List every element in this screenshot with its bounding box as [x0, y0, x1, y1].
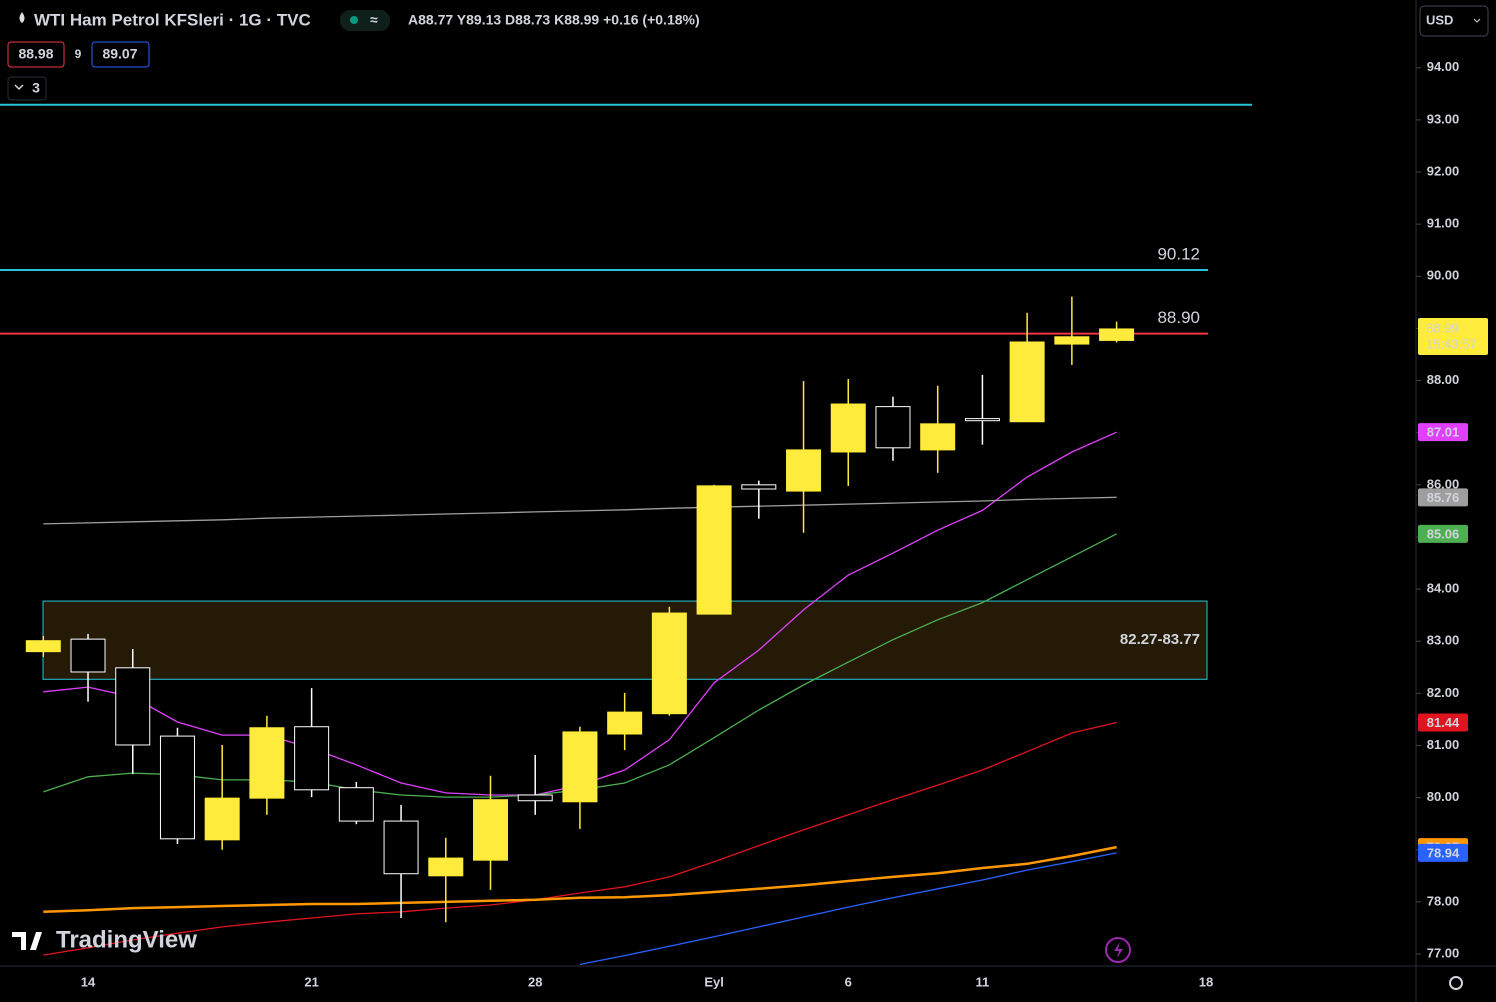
candle-body	[1054, 336, 1090, 345]
sell-button[interactable]	[7, 41, 65, 68]
indicator-line	[43, 721, 1117, 956]
candle-body	[1099, 328, 1135, 341]
plot-layer: 82.27-83.77 90.12 88.90	[0, 67, 1421, 966]
y-tick-label: 84.00	[1427, 581, 1460, 596]
candle-body	[920, 423, 956, 451]
candle-body	[383, 820, 419, 875]
price-badge	[1418, 843, 1468, 862]
candle-body	[830, 403, 866, 453]
y-tick-label: 88.00	[1427, 372, 1460, 387]
candle-body	[1009, 341, 1045, 423]
candle-body	[473, 799, 508, 861]
y-tick-label: 86.00	[1427, 476, 1460, 491]
y-tick-label: 78.00	[1427, 893, 1460, 908]
price-badge-label: 81.44	[1427, 715, 1460, 730]
x-tick-label: 21	[304, 974, 318, 989]
candle-body	[294, 726, 330, 791]
candle-body	[696, 485, 732, 615]
y-tick-label: 90.00	[1427, 268, 1460, 283]
y-tick-label: 92.00	[1427, 163, 1460, 178]
indicator-line	[43, 496, 1117, 525]
zone-label: 82.27-83.77	[1120, 631, 1200, 648]
price-badge-label: 78.94	[1427, 845, 1460, 860]
indicator-line	[579, 852, 1117, 966]
candle-body	[741, 484, 777, 490]
currency: USD	[1426, 12, 1453, 27]
indicators-count: 3	[32, 80, 40, 96]
y-tick-label: 94.00	[1427, 59, 1460, 74]
chevron	[1473, 18, 1481, 23]
ohlc-legend: A88.77 Y89.13 D88.73 K88.99 +0.16 (+0.18…	[408, 12, 700, 28]
y-tick-label: 93.00	[1427, 111, 1460, 126]
indicator-line	[43, 845, 1117, 914]
status-dot	[350, 16, 358, 24]
candle-body	[786, 449, 822, 492]
candle-body	[875, 406, 911, 449]
candle-body	[517, 794, 553, 802]
price-badge-label: 87.01	[1427, 425, 1460, 440]
price-badge	[1418, 423, 1468, 442]
status-pill[interactable]	[340, 10, 390, 31]
buy-price: 89.07	[102, 46, 137, 62]
candle-body	[964, 418, 1000, 422]
buy-button[interactable]	[91, 41, 150, 68]
candle-body	[428, 857, 464, 877]
spread: 9	[75, 47, 82, 61]
candle-body	[115, 667, 151, 746]
x-tick-label: 11	[976, 974, 990, 989]
chart-title: WTI Ham Petrol KFSleri · 1G · TVC	[34, 10, 311, 29]
alert-icon[interactable]	[1105, 937, 1131, 963]
candle-body	[607, 711, 643, 735]
candle-body	[70, 638, 106, 673]
symbol-icon	[19, 12, 25, 23]
candle-body	[651, 612, 687, 715]
price-badge	[1418, 524, 1468, 543]
y-tick-label: 82.00	[1427, 685, 1460, 700]
level-label: 88.90	[1157, 308, 1200, 327]
x-tick-label: 14	[81, 974, 96, 989]
zone	[42, 600, 1208, 680]
y-tick-label: 83.00	[1427, 633, 1460, 648]
countdown: 15:43:57	[1426, 336, 1477, 351]
sell-price: 88.98	[18, 46, 53, 62]
candle-body	[249, 727, 285, 799]
price-badge	[1418, 488, 1468, 507]
bolt	[1114, 942, 1123, 958]
y-tick-label: 81.00	[1427, 737, 1460, 752]
x-tick-label: Eyl	[704, 974, 724, 989]
level-label: 90.12	[1157, 245, 1200, 264]
current-price-badge	[1418, 317, 1488, 355]
candle-body	[204, 797, 240, 841]
indicators-toggle[interactable]	[7, 76, 47, 101]
status-icon: ≈	[370, 12, 378, 28]
logo-mark	[12, 932, 42, 950]
logo: TradingView	[56, 926, 197, 953]
currency-select[interactable]	[1419, 5, 1489, 37]
current-price: 88.99	[1426, 320, 1459, 335]
price-badge-label: 85.76	[1427, 490, 1460, 505]
candle-body	[25, 640, 61, 653]
price-badge-label: 85.06	[1427, 526, 1460, 541]
y-tick-label: 80.00	[1427, 789, 1460, 804]
x-tick-label: 18	[1199, 974, 1213, 989]
y-tick-label: 77.00	[1427, 945, 1460, 960]
price-badge	[1418, 713, 1468, 732]
settings-icon[interactable]	[1449, 976, 1463, 990]
candle-body	[159, 735, 195, 840]
chevron	[14, 84, 24, 91]
y-tick-label: 91.00	[1427, 216, 1460, 231]
x-tick-label: 28	[528, 974, 542, 989]
candle-body	[562, 731, 598, 803]
x-tick-label: 6	[845, 974, 852, 989]
candle-body	[338, 787, 374, 822]
